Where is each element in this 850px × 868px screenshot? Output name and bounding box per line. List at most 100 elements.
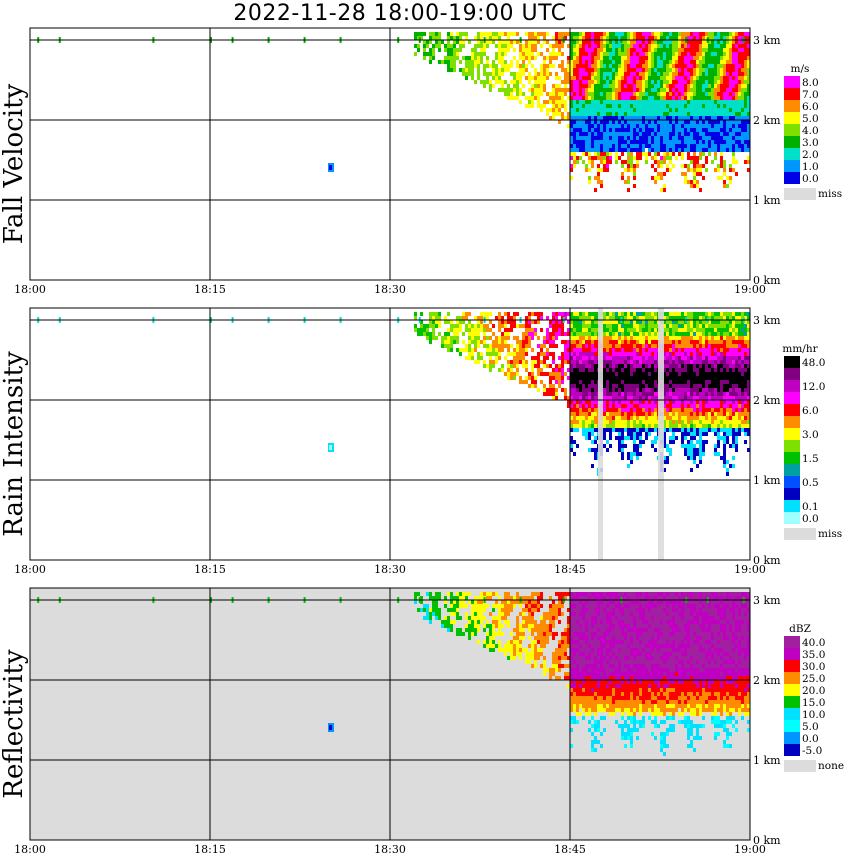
data-cell <box>741 136 744 140</box>
data-cell <box>735 396 738 400</box>
data-cell <box>675 420 678 424</box>
data-cell <box>678 60 681 64</box>
data-cell <box>729 176 732 180</box>
data-cell <box>720 76 723 80</box>
data-cell <box>615 32 618 36</box>
data-cell <box>696 320 699 324</box>
data-cell <box>723 348 726 352</box>
data-cell <box>486 32 489 36</box>
data-cell <box>627 132 630 136</box>
data-cell <box>477 40 480 44</box>
data-cell <box>708 44 711 48</box>
data-cell <box>675 60 678 64</box>
data-cell <box>666 100 669 104</box>
data-cell <box>588 60 591 64</box>
data-cell <box>693 60 696 64</box>
data-cell <box>648 60 651 64</box>
data-cell <box>558 368 561 372</box>
data-cell <box>690 428 693 432</box>
data-cell <box>717 60 720 64</box>
data-cell <box>639 60 642 64</box>
data-cell <box>558 96 561 100</box>
data-cell <box>534 92 537 96</box>
data-cell <box>738 324 741 328</box>
data-cell <box>615 400 618 404</box>
data-cell <box>462 56 465 60</box>
data-cell <box>723 412 726 416</box>
data-cell <box>615 96 618 100</box>
data-cell <box>690 68 693 72</box>
data-cell <box>516 344 519 348</box>
data-cell <box>687 356 690 360</box>
data-cell <box>720 344 723 348</box>
data-cell <box>507 88 510 92</box>
data-cell <box>594 100 597 104</box>
data-cell <box>432 32 435 36</box>
data-cell <box>420 324 423 328</box>
data-cell <box>558 364 561 368</box>
data-cell <box>591 60 594 64</box>
data-cell <box>621 112 624 116</box>
data-cell <box>696 36 699 40</box>
data-cell <box>576 160 579 164</box>
data-cell <box>570 84 573 88</box>
data-cell <box>639 352 642 356</box>
data-cell <box>738 108 741 112</box>
data-cell <box>477 44 480 48</box>
data-cell <box>663 152 666 156</box>
data-cell <box>723 68 726 72</box>
data-cell <box>696 84 699 88</box>
data-cell <box>492 84 495 88</box>
data-cell <box>591 364 594 368</box>
data-cell <box>480 52 483 56</box>
data-cell <box>684 448 687 452</box>
data-cell <box>711 68 714 72</box>
data-cell <box>522 68 525 72</box>
data-cell <box>675 316 678 320</box>
data-cell <box>711 424 714 428</box>
data-cell <box>738 116 741 120</box>
data-cell <box>696 432 699 436</box>
data-cell <box>588 92 591 96</box>
data-cell <box>621 48 624 52</box>
data-cell <box>663 328 666 332</box>
data-cell <box>696 136 699 140</box>
data-cell <box>651 132 654 136</box>
data-cell <box>558 356 561 360</box>
data-cell <box>564 356 567 360</box>
data-cell <box>654 168 657 172</box>
data-cell <box>498 356 501 360</box>
data-cell <box>705 140 708 144</box>
data-cell <box>684 176 687 180</box>
data-cell <box>648 416 651 420</box>
data-cell <box>714 312 717 316</box>
data-cell <box>600 144 603 148</box>
data-cell <box>684 352 687 356</box>
data-cell <box>591 136 594 140</box>
data-cell <box>477 356 480 360</box>
data-cell <box>504 80 507 84</box>
data-cell <box>654 312 657 316</box>
data-cell <box>699 316 702 320</box>
data-cell <box>681 340 684 344</box>
data-cell <box>651 388 654 392</box>
data-cell <box>699 364 702 368</box>
data-cell <box>516 360 519 364</box>
data-cell <box>516 64 519 68</box>
data-cell <box>699 156 702 160</box>
data-cell <box>495 76 498 80</box>
data-cell <box>555 100 558 104</box>
data-cell <box>681 324 684 328</box>
data-cell <box>633 156 636 160</box>
data-cell <box>735 68 738 72</box>
data-cell <box>702 60 705 64</box>
data-cell <box>720 388 723 392</box>
data-cell <box>537 40 540 44</box>
data-cell <box>663 88 666 92</box>
data-cell <box>726 140 729 144</box>
data-cell <box>621 344 624 348</box>
data-cell <box>681 332 684 336</box>
data-cell <box>726 56 729 60</box>
data-cell <box>720 56 723 60</box>
data-cell <box>609 76 612 80</box>
